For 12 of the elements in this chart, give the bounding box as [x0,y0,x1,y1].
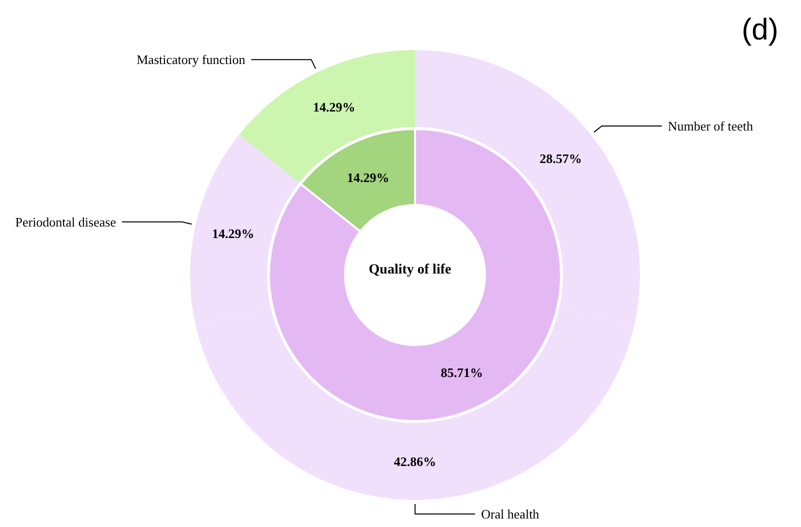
data-label: 28.57% [540,151,582,166]
text: Quality of life [368,262,452,278]
data-label: 14.29% [212,226,254,242]
slice-label: Number of teeth [668,118,754,134]
data-label: 42.86% [394,454,436,469]
data-label: 14.29% [312,99,356,114]
slice-label: Oral health [481,506,540,522]
data-label: 85.71% [440,364,483,380]
data-label: 14.29% [347,170,390,186]
slice-label: Masticatory function [136,52,246,68]
slice-label: Periodontal disease [15,214,116,230]
chart-title: (d) [742,14,778,46]
